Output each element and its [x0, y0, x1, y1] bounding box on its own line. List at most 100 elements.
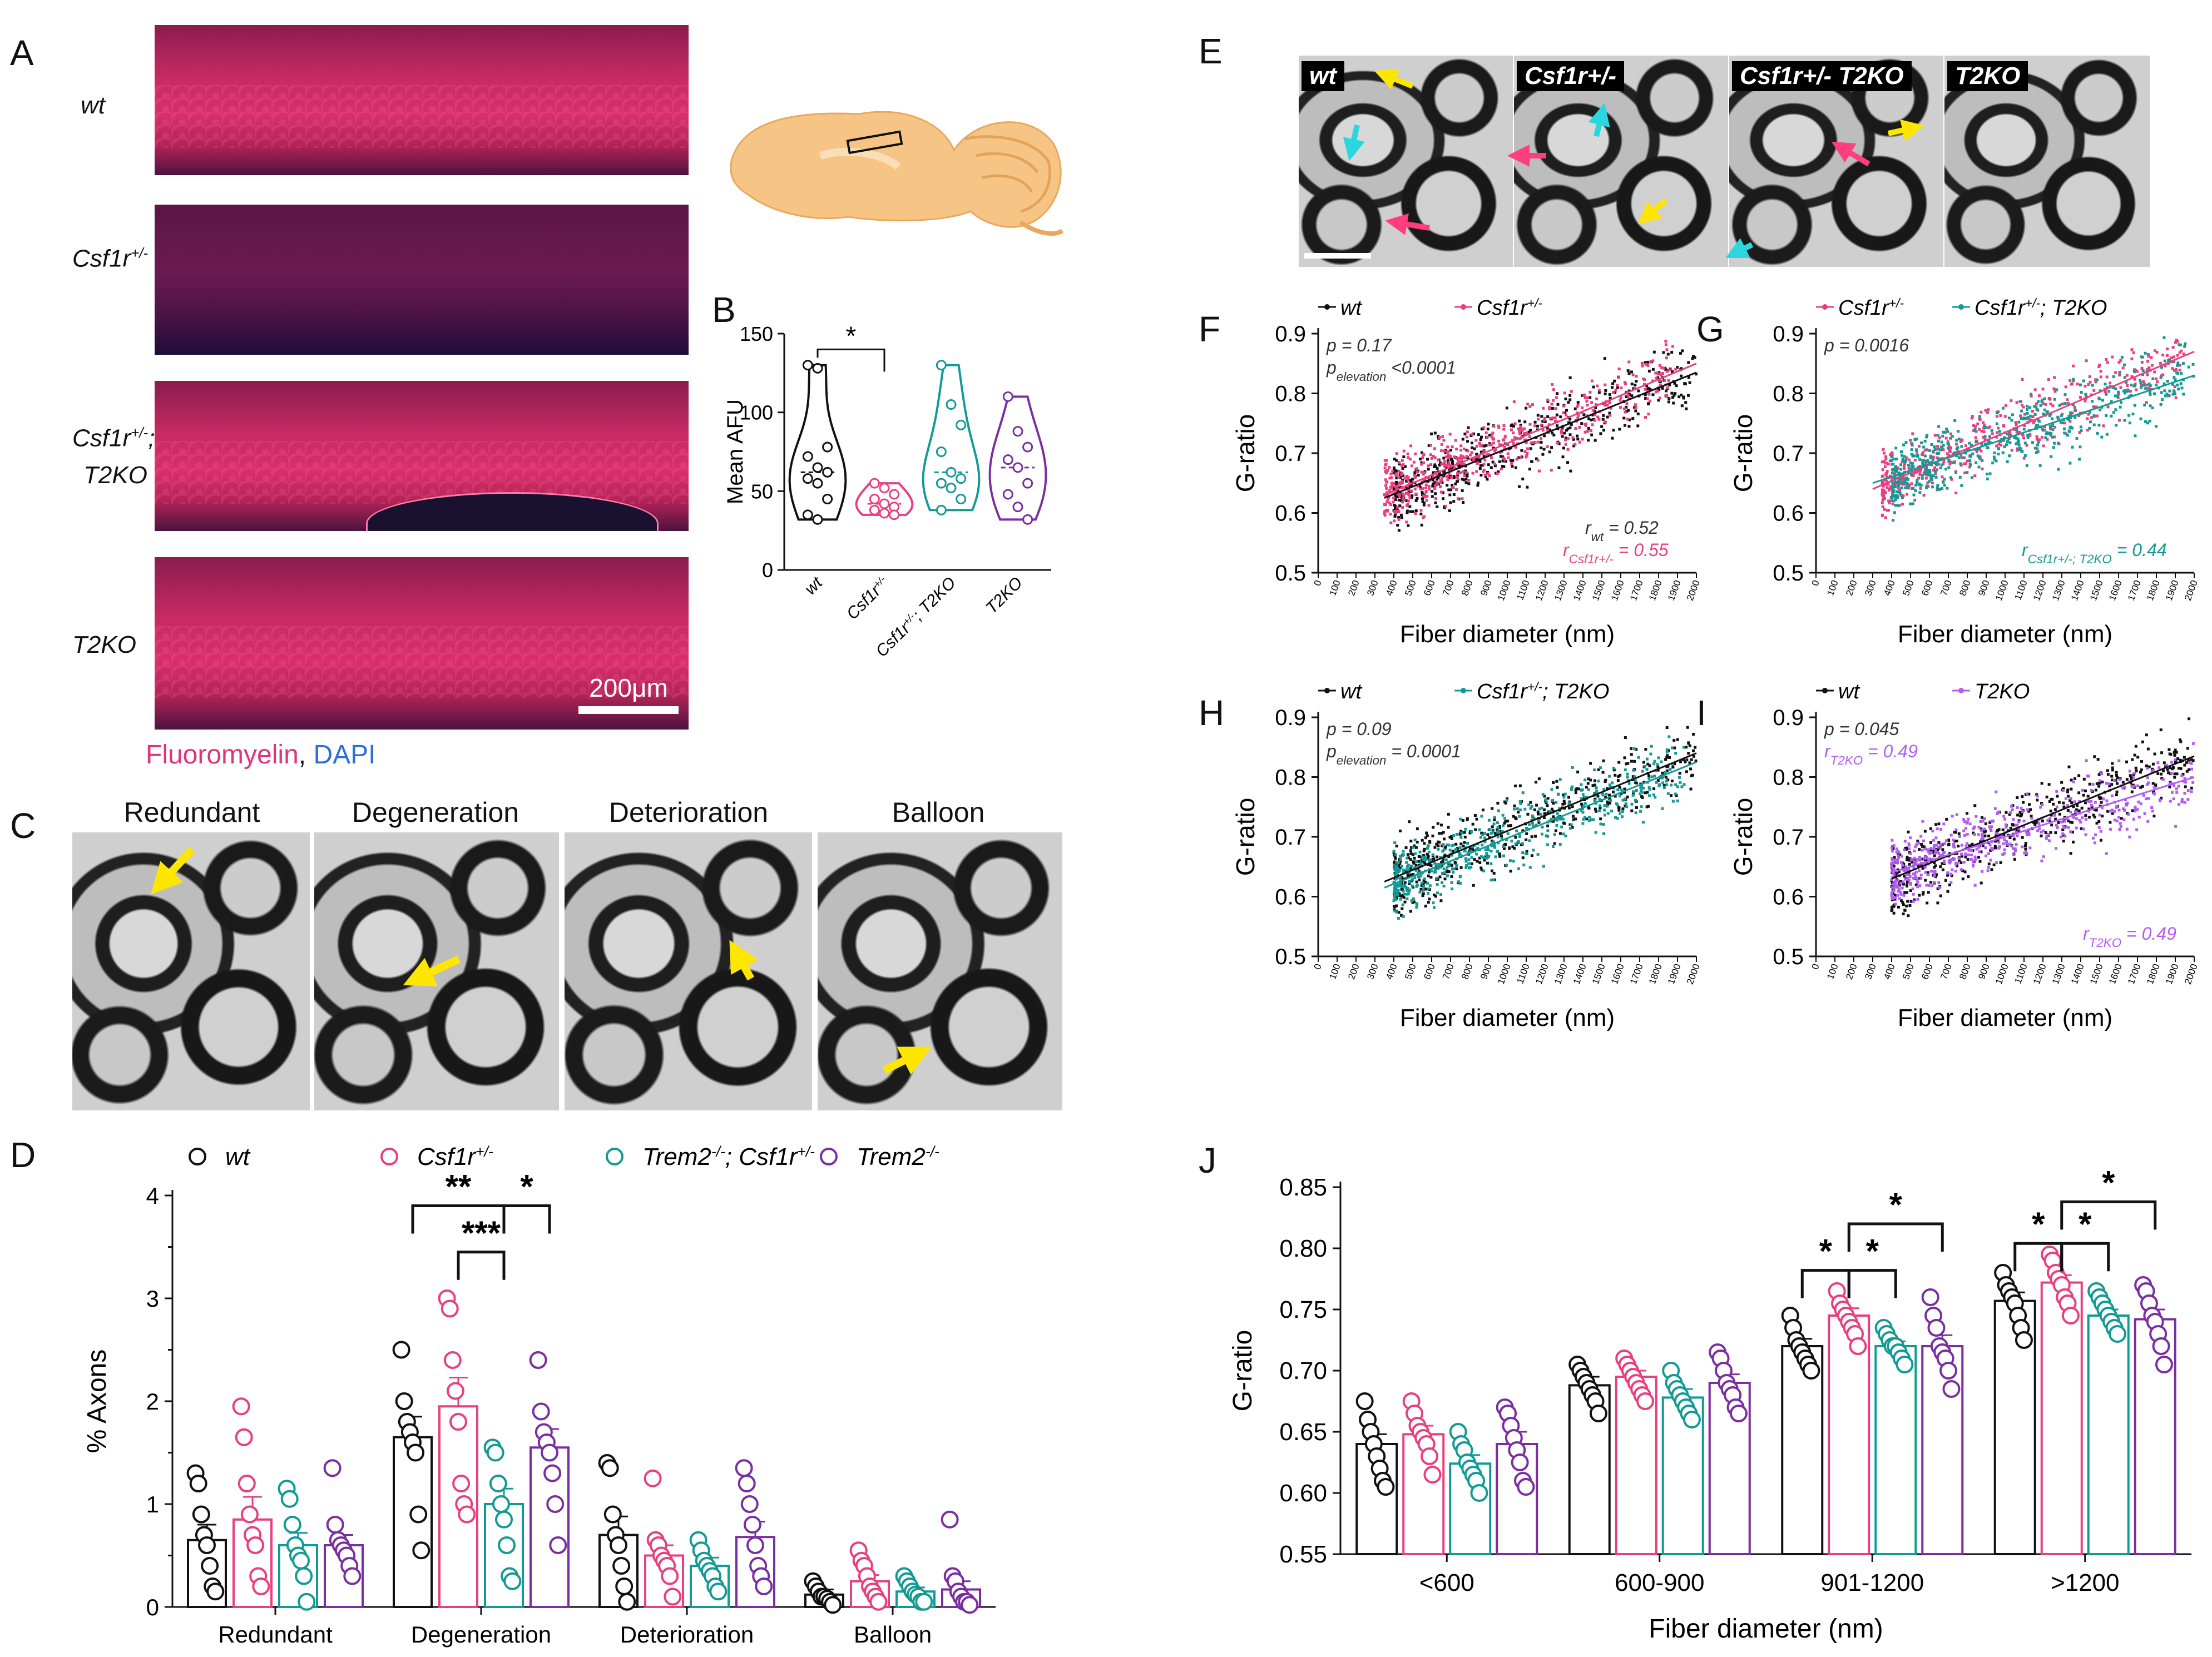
- h-point-0: [1533, 808, 1536, 811]
- g-point-1: [1937, 448, 1941, 451]
- h-point-0: [1604, 780, 1607, 783]
- i-point-0: [1936, 901, 1939, 905]
- i-point-1: [1895, 850, 1898, 854]
- g-point-1: [1926, 469, 1929, 472]
- f-point-0: [1471, 446, 1474, 449]
- g-point-1: [1936, 462, 1939, 465]
- f-point-1: [1459, 457, 1463, 460]
- g-point-1: [1910, 448, 1913, 452]
- f-point-0: [1566, 427, 1570, 430]
- i-point-1: [1985, 854, 1988, 857]
- h-point-1: [1657, 784, 1661, 787]
- g-point-0: [2106, 361, 2109, 364]
- i-point-0: [2087, 816, 2091, 819]
- g-point-1: [1907, 478, 1910, 481]
- i-point-0: [2168, 785, 2171, 788]
- d-point: [492, 1495, 510, 1513]
- f-point-0: [1400, 516, 1403, 519]
- g-point-1: [2117, 390, 2120, 394]
- h-point-0: [1468, 847, 1472, 850]
- i-point-0: [2070, 801, 2074, 805]
- f-point-0: [1476, 457, 1479, 460]
- h-x-tick-label: 500: [1403, 963, 1418, 981]
- h-point-1: [1515, 829, 1518, 832]
- h-point-1: [1399, 882, 1402, 886]
- f-point-1: [1407, 499, 1411, 503]
- g-point-1: [1910, 464, 1913, 468]
- g-point-0: [2121, 366, 2125, 370]
- g-point-1: [1958, 456, 1961, 459]
- g-point-1: [2165, 393, 2169, 396]
- g-point-0: [2015, 401, 2018, 404]
- f-point-1: [1407, 488, 1411, 491]
- h-x-tick-label: 400: [1384, 963, 1399, 981]
- h-point-0: [1624, 804, 1627, 807]
- f-point-1: [1531, 403, 1535, 406]
- h-point-1: [1410, 864, 1413, 867]
- f-point-0: [1635, 379, 1638, 383]
- i-point-1: [2134, 810, 2137, 813]
- h-point-1: [1644, 765, 1647, 768]
- g-point-0: [2090, 416, 2094, 419]
- h-point-1: [1532, 817, 1536, 820]
- f-point-0: [1461, 478, 1464, 481]
- g-point-1: [2112, 375, 2115, 378]
- i-point-1: [2063, 820, 2066, 823]
- f-point-1: [1597, 389, 1601, 392]
- i-point-1: [1924, 847, 1927, 851]
- g-point-1: [1928, 449, 1931, 452]
- h-point-1: [1540, 806, 1543, 810]
- g-point-0: [2134, 383, 2137, 386]
- f-point-0: [1576, 438, 1580, 441]
- i-point-0: [1923, 845, 1926, 849]
- g-y-tick-label: 0.9: [1773, 322, 1804, 346]
- h-point-1: [1459, 881, 1462, 885]
- f-point-1: [1422, 494, 1425, 498]
- h-point-0: [1682, 758, 1685, 762]
- i-point-0: [1987, 835, 1991, 838]
- h-point-0: [1447, 862, 1451, 866]
- g-point-1: [1895, 494, 1898, 497]
- g-point-0: [2130, 348, 2134, 351]
- i-point-1: [2075, 810, 2078, 813]
- h-point-0: [1656, 779, 1660, 782]
- i-point-1: [2132, 776, 2135, 780]
- panel-c-title-degeneration: Degeneration: [352, 797, 519, 828]
- h-point-1: [1521, 791, 1525, 795]
- f-point-1: [1576, 405, 1579, 409]
- h-point-1: [1580, 788, 1583, 792]
- h-point-0: [1436, 855, 1439, 859]
- h-point-0: [1398, 829, 1402, 832]
- j-point: [1511, 1453, 1529, 1471]
- i-point-0: [1959, 861, 1963, 865]
- g-point-0: [1896, 467, 1899, 470]
- h-point-1: [1395, 865, 1398, 868]
- h-point-0: [1491, 807, 1494, 810]
- g-point-1: [1929, 456, 1932, 459]
- f-point-1: [1459, 471, 1462, 474]
- b-point: [1002, 489, 1013, 500]
- h-point-1: [1407, 891, 1411, 895]
- f-point-1: [1410, 464, 1413, 468]
- i-point-0: [1905, 904, 1908, 907]
- f-point-1: [1540, 437, 1543, 440]
- panel-label-f: F: [1199, 309, 1221, 349]
- i-point-1: [1904, 877, 1907, 881]
- f-point-1: [1442, 439, 1446, 442]
- g-point-1: [1893, 468, 1896, 472]
- i-point-1: [2060, 820, 2063, 823]
- f-r-csf: rCsf1r+/- = 0.55: [1563, 540, 1669, 566]
- f-point-1: [1400, 464, 1403, 467]
- i-point-0: [1905, 885, 1908, 888]
- h-point-0: [1574, 791, 1577, 795]
- h-point-0: [1572, 818, 1575, 821]
- h-point-0: [1625, 762, 1628, 766]
- h-point-1: [1501, 830, 1504, 833]
- h-point-1: [1446, 874, 1449, 877]
- g-point-0: [1885, 483, 1888, 486]
- f-point-1: [1563, 391, 1566, 395]
- i-point-1: [2042, 855, 2045, 859]
- f-point-1: [1394, 473, 1398, 477]
- g-point-0: [2041, 388, 2045, 391]
- g-point-1: [2017, 420, 2021, 424]
